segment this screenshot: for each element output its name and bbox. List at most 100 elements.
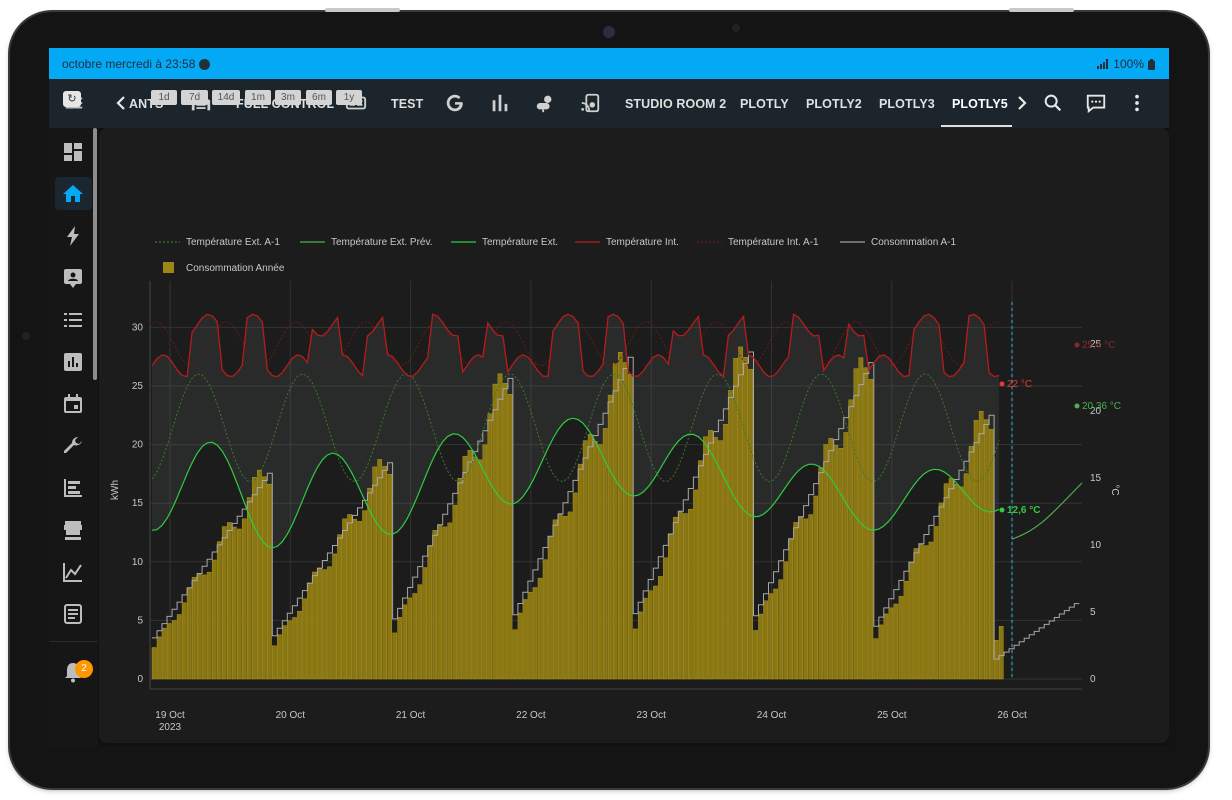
series-temperature-ext-a1 bbox=[151, 373, 1000, 483]
refresh-button[interactable]: ↻ bbox=[63, 91, 81, 107]
consumption-bar bbox=[733, 357, 738, 680]
consumption-bar bbox=[497, 373, 503, 680]
consumption-bar bbox=[457, 477, 463, 680]
chart-line-icon[interactable] bbox=[61, 560, 85, 584]
more-vert-icon[interactable] bbox=[1126, 92, 1148, 114]
consumption-bar bbox=[993, 640, 999, 680]
consumption-bar bbox=[938, 502, 944, 680]
consumption-bar bbox=[698, 460, 703, 680]
series-consommation-a1 bbox=[152, 351, 1080, 660]
consumption-bar bbox=[818, 467, 824, 680]
consumption-bar bbox=[988, 429, 994, 680]
consumption-bar bbox=[678, 511, 683, 680]
calendar-icon[interactable] bbox=[61, 392, 85, 416]
badge-icon[interactable] bbox=[61, 266, 85, 290]
y-tick-label: 10 bbox=[132, 557, 144, 568]
consumption-bar bbox=[663, 557, 668, 680]
y2-tick-label: 5 bbox=[1090, 607, 1096, 618]
hacs-icon[interactable] bbox=[61, 518, 85, 542]
dashboard-icon[interactable] bbox=[61, 140, 85, 164]
consumption-bar bbox=[262, 476, 267, 680]
log-icon[interactable] bbox=[61, 476, 85, 500]
sidebar-scrollbar[interactable] bbox=[93, 128, 97, 380]
home-icon[interactable] bbox=[61, 182, 85, 206]
chevron-left-icon[interactable] bbox=[115, 96, 127, 110]
tab-plotly[interactable]: PLOTLY bbox=[740, 96, 789, 111]
consumption-bar bbox=[181, 602, 187, 680]
range-button-1y[interactable]: 1y bbox=[336, 90, 362, 105]
consumption-bar bbox=[703, 436, 708, 680]
consumption-bar bbox=[231, 526, 237, 680]
consumption-bar bbox=[201, 574, 207, 680]
tab-plotly2[interactable]: PLOTLY2 bbox=[806, 96, 862, 111]
consumption-bar bbox=[958, 486, 964, 680]
battery-percent: 100% bbox=[1113, 57, 1144, 71]
chevron-right-icon[interactable] bbox=[1016, 96, 1028, 110]
consumption-bar bbox=[191, 576, 197, 680]
consumption-bar bbox=[918, 543, 924, 680]
consumption-bar bbox=[612, 363, 618, 680]
consumption-bar bbox=[582, 440, 588, 680]
annotation-dot bbox=[999, 507, 1005, 513]
consumption-bar bbox=[898, 596, 904, 680]
assist-icon[interactable] bbox=[1085, 92, 1107, 114]
sidebar-divider bbox=[49, 641, 98, 642]
signal-icon bbox=[1097, 59, 1109, 69]
range-button-3m[interactable]: 3m bbox=[275, 90, 301, 105]
consumption-bar bbox=[482, 444, 488, 680]
chart-box-icon[interactable] bbox=[61, 350, 85, 374]
search-icon[interactable] bbox=[1042, 92, 1064, 114]
consumption-bar bbox=[783, 561, 789, 680]
consumption-bar bbox=[763, 600, 768, 680]
tab-studio-room-2[interactable]: STUDIO ROOM 2 bbox=[625, 96, 727, 111]
consumption-bar bbox=[392, 632, 398, 680]
range-button-7d[interactable]: 7d bbox=[181, 90, 208, 105]
list-icon[interactable] bbox=[61, 308, 85, 332]
range-button-14d[interactable]: 14d bbox=[212, 90, 240, 105]
consumption-bar bbox=[542, 559, 548, 680]
consumption-bar bbox=[417, 584, 423, 680]
flash-icon[interactable] bbox=[61, 224, 85, 248]
consumption-bar bbox=[778, 579, 784, 680]
consumption-bar bbox=[171, 620, 177, 680]
legend-label: Température Ext. A-1 bbox=[186, 237, 280, 248]
consumption-bar bbox=[793, 522, 799, 680]
consumption-bar bbox=[337, 534, 342, 680]
consumption-bar bbox=[913, 548, 919, 680]
range-button-1d[interactable]: 1d bbox=[151, 90, 177, 105]
wrench-icon[interactable] bbox=[61, 434, 85, 458]
consumption-bar bbox=[888, 607, 894, 680]
consumption-bar bbox=[838, 448, 844, 680]
notes-icon[interactable] bbox=[61, 602, 85, 626]
y-tick-label: 20 bbox=[132, 440, 144, 451]
range-button-6m[interactable]: 6m bbox=[306, 90, 332, 105]
y-tick-label: 25 bbox=[132, 381, 144, 392]
consumption-bar bbox=[151, 647, 157, 680]
weather-icon[interactable] bbox=[534, 92, 556, 114]
consumption-bar bbox=[607, 394, 613, 680]
annotation-dot bbox=[999, 381, 1005, 387]
consumption-bar bbox=[858, 357, 864, 680]
series-temperature-ext-prev bbox=[1011, 482, 1083, 540]
chart-bars-icon[interactable] bbox=[489, 92, 511, 114]
legend-label: Consommation A-1 bbox=[871, 237, 956, 248]
media-icon[interactable] bbox=[579, 92, 601, 114]
tab-plotly5[interactable]: PLOTLY5 bbox=[952, 96, 1008, 111]
consumption-bar bbox=[587, 434, 593, 680]
chart-annotations: 22 °C 20,36 °C 12,6 °C 25,4 °C bbox=[999, 340, 1121, 516]
consumption-bar bbox=[738, 346, 743, 680]
consumption-bar bbox=[166, 623, 172, 680]
consumption-bar bbox=[427, 545, 433, 680]
google-icon[interactable] bbox=[444, 92, 466, 114]
consumption-bar bbox=[226, 522, 232, 680]
consumption-bar bbox=[718, 440, 723, 680]
consumption-bar bbox=[377, 459, 383, 680]
x-tick-label: 26 Oct bbox=[997, 710, 1027, 721]
range-button-1m[interactable]: 1m bbox=[245, 90, 271, 105]
consumption-bar bbox=[688, 508, 693, 680]
consumption-bar bbox=[773, 588, 778, 680]
tab-test[interactable]: TEST bbox=[391, 96, 424, 111]
tab-plotly3[interactable]: PLOTLY3 bbox=[879, 96, 935, 111]
